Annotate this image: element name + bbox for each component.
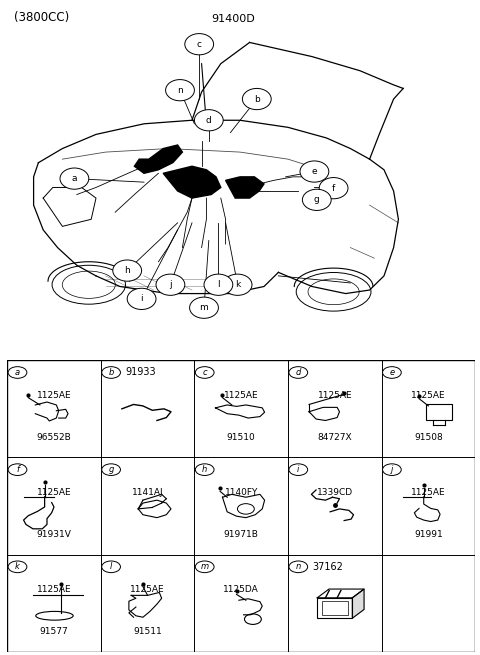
Text: 1125DA: 1125DA [223,585,259,594]
Circle shape [102,367,120,379]
Text: f: f [332,183,335,193]
Text: 91991: 91991 [414,530,443,538]
Text: m: m [200,303,208,312]
Circle shape [319,178,348,198]
Text: 1125AE: 1125AE [411,391,446,400]
Text: l: l [217,280,220,290]
Text: 1125AE: 1125AE [36,488,72,497]
Text: 91400D: 91400D [211,14,255,24]
Text: k: k [235,280,240,290]
Text: 91971B: 91971B [224,530,259,538]
Bar [426,404,452,421]
Text: d: d [296,368,301,377]
Text: e: e [389,368,395,377]
Text: j: j [169,280,172,290]
Text: 91508: 91508 [414,432,443,441]
Polygon shape [226,177,264,198]
Circle shape [127,288,156,309]
Circle shape [383,367,401,379]
Text: c: c [197,40,202,48]
Text: 91577: 91577 [40,627,68,636]
Text: g: g [108,465,114,474]
Text: a: a [72,174,77,183]
Text: a: a [15,368,20,377]
Text: g: g [314,195,320,204]
Text: b: b [254,94,260,103]
Text: 1125AE: 1125AE [224,391,259,400]
Text: e: e [312,167,317,176]
Bar [322,601,348,615]
Text: d: d [206,116,212,124]
Circle shape [8,561,27,572]
Text: f: f [16,465,19,474]
Circle shape [166,79,194,101]
Text: 1125AE: 1125AE [130,585,165,594]
Text: l: l [110,562,112,571]
Text: 1125AE: 1125AE [317,391,352,400]
Polygon shape [163,166,221,198]
Text: n: n [177,86,183,95]
Circle shape [156,274,185,295]
Text: 1125AE: 1125AE [36,585,72,594]
Circle shape [204,274,233,295]
Text: m: m [201,562,209,571]
Text: 1140FY: 1140FY [225,488,258,497]
Circle shape [302,189,331,210]
Circle shape [195,561,214,572]
Circle shape [195,464,214,476]
Circle shape [102,464,120,476]
Text: c: c [203,368,207,377]
Text: 1125AE: 1125AE [36,391,72,400]
Text: 91510: 91510 [227,432,255,441]
Circle shape [223,274,252,295]
Circle shape [8,367,27,379]
Text: 96552B: 96552B [36,432,72,441]
Text: h: h [124,266,130,275]
Circle shape [190,297,218,318]
Circle shape [185,33,214,55]
Text: 1339CD: 1339CD [317,488,353,497]
Circle shape [60,168,89,189]
Circle shape [242,88,271,109]
Circle shape [300,161,329,182]
Circle shape [8,464,27,476]
Circle shape [194,109,223,131]
Circle shape [289,367,308,379]
Text: i: i [140,294,143,303]
Text: 1125AE: 1125AE [411,488,446,497]
Bar [317,598,352,618]
Circle shape [113,260,142,281]
Text: n: n [296,562,301,571]
Text: i: i [297,465,300,474]
Text: h: h [202,465,207,474]
Text: 37162: 37162 [312,562,343,572]
Text: 1141AJ: 1141AJ [132,488,163,497]
Circle shape [289,561,308,572]
Polygon shape [352,589,364,618]
Polygon shape [134,145,182,174]
Circle shape [102,561,120,572]
Text: (3800CC): (3800CC) [14,10,70,24]
Circle shape [383,464,401,476]
Polygon shape [317,589,364,598]
Text: 91933: 91933 [125,367,156,377]
Text: 84727X: 84727X [317,432,352,441]
Text: 91511: 91511 [133,627,162,636]
Text: j: j [391,465,393,474]
Circle shape [195,367,214,379]
Text: k: k [15,562,20,571]
Text: 91931V: 91931V [36,530,72,538]
Text: b: b [108,368,114,377]
Circle shape [289,464,308,476]
